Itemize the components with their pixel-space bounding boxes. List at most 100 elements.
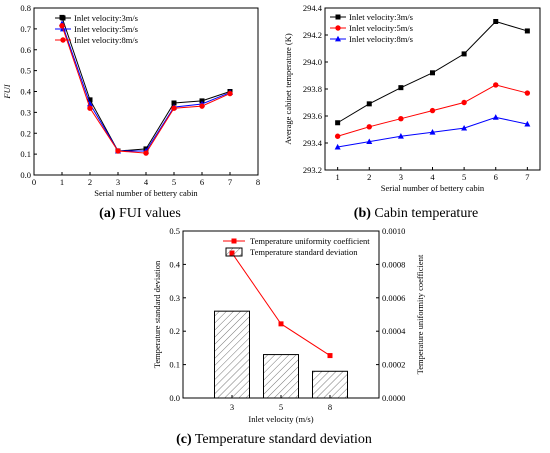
y-tick-label: 0.1	[169, 360, 180, 370]
x-tick-label: 6	[494, 172, 498, 182]
x-tick-label: 4	[144, 177, 149, 187]
y-tick-label: 293.4	[303, 138, 323, 148]
x-tick-label: 3	[399, 172, 403, 182]
data-point	[278, 321, 284, 327]
x-axis-label: Serial number of bettery cabin	[381, 183, 485, 193]
y-tick-label: 0.2	[169, 326, 180, 336]
data-point	[366, 124, 372, 130]
data-point	[335, 120, 341, 126]
data-point	[227, 90, 233, 97]
y-tick-label: 294.0	[303, 57, 322, 67]
chart-cabin-temperature: 1 2 3 4 5 6 7 293.2 293.4 293.6 293.8 294.0 294.2 294…	[283, 3, 541, 193]
data-point	[524, 28, 530, 34]
legend-marker	[335, 14, 341, 20]
data-point	[87, 105, 93, 111]
y-axis-label: Temperature standard deviation	[152, 260, 162, 368]
caption-c: (c) Temperature standard deviation	[176, 432, 372, 447]
bar	[312, 370, 348, 399]
y-axis-label: FUI	[2, 83, 12, 99]
x-tick-label: 1	[336, 172, 340, 182]
y2-tick-label: 0.0010	[382, 226, 405, 236]
y-tick-label: 0.0	[169, 393, 180, 403]
x-axis-label: Serial number of bettery cabin	[94, 188, 198, 198]
y2-tick-label: 0.0008	[382, 259, 405, 269]
data-point	[524, 90, 531, 96]
y-tick-label: 0.5	[169, 226, 180, 236]
y-axis-label: Average cabinet temperature (K)	[283, 33, 293, 145]
data-point	[366, 101, 372, 107]
data-point	[493, 19, 499, 24]
legend-marker	[60, 37, 66, 43]
y2-axis-label: Temperature uniformity coefficient	[415, 254, 425, 374]
caption-b: (b) Cabin temperature	[354, 206, 478, 221]
x-tick-label: 7	[228, 177, 232, 187]
data-point	[334, 143, 341, 150]
legend-entry: Inlet velocity:8m/s	[349, 34, 413, 44]
legend-marker	[231, 238, 237, 244]
data-point	[398, 116, 404, 122]
data-point	[115, 148, 121, 154]
data-point	[87, 97, 93, 103]
legend-entry: Inlet velocity:8m/s	[74, 35, 138, 45]
x-tick-label: 8	[328, 402, 332, 412]
y-tick-label: 0.6	[20, 45, 31, 55]
bar	[263, 354, 299, 399]
y-tick-label: 294.4	[303, 3, 323, 13]
data-point	[143, 150, 149, 156]
data-point	[429, 129, 436, 135]
legend-entry: Inlet velocity:3m/s	[74, 13, 138, 23]
y2-tick-label: 0.0004	[382, 326, 406, 336]
x-tick-label: 5	[279, 402, 283, 412]
data-point	[461, 99, 467, 106]
y-tick-label: 0.7	[20, 24, 31, 34]
y2-tick-label: 0.0006	[382, 293, 405, 303]
data-point	[524, 120, 531, 127]
data-point	[461, 124, 468, 131]
bar	[214, 310, 250, 399]
x-tick-label: 1	[60, 177, 64, 187]
data-point	[171, 105, 177, 111]
x-tick-label: 5	[462, 172, 466, 182]
chart-fui-values: 0 1 2 3 4 5 6 7 8 0.0 0.1 0.2 0.3 0.4 0.5 0.6 0.7 0.8 Seri…	[2, 3, 260, 198]
data-point	[461, 51, 467, 57]
y-tick-label: 0.8	[20, 3, 31, 13]
y-tick-label: 0.5	[20, 66, 31, 76]
x-tick-label: 6	[200, 177, 204, 187]
legend-marker	[335, 25, 341, 31]
legend-entry: Temperature uniformity coefficient	[250, 236, 370, 246]
data-point	[59, 23, 65, 29]
data-point	[327, 353, 333, 359]
y-tick-label: 293.8	[303, 84, 322, 94]
data-point	[366, 138, 373, 145]
x-tick-label: 2	[88, 177, 92, 187]
data-point	[492, 114, 499, 120]
chart-temperature-standard-deviation: 0.0 0.1 0.2 0.3 0.4 0.5 0.0000 0.0002 0.0004 0.00…	[152, 226, 425, 424]
data-point	[334, 133, 341, 139]
data-point	[397, 133, 404, 139]
x-tick-label: 3	[116, 177, 120, 187]
x-axis-label: Inlet velocity (m/s)	[248, 414, 313, 424]
caption-a: (a) FUI values	[99, 206, 181, 221]
data-point	[199, 103, 205, 109]
y-tick-label: 0.2	[20, 128, 31, 138]
x-tick-label: 5	[172, 177, 176, 187]
legend-swatch	[225, 247, 243, 257]
data-point	[398, 85, 404, 91]
x-tick-label: 7	[525, 172, 529, 182]
y-tick-label: 293.6	[303, 111, 322, 121]
y-tick-label: 294.2	[303, 30, 322, 40]
y-tick-label: 0.4	[20, 87, 31, 97]
y-tick-label: 0.4	[169, 259, 180, 269]
data-point	[171, 100, 177, 106]
y-tick-label: 0.1	[20, 149, 31, 159]
x-tick-label: 4	[430, 172, 435, 182]
y2-tick-label: 0.0002	[382, 360, 405, 370]
legend-marker	[335, 35, 341, 42]
legend-entry: Temperature standard deviation	[250, 247, 358, 257]
data-point	[429, 107, 436, 114]
data-point	[493, 82, 499, 88]
x-tick-label: 3	[230, 402, 234, 412]
legend-entry: Inlet velocity:5m/s	[74, 24, 138, 34]
legend-marker	[60, 15, 66, 21]
